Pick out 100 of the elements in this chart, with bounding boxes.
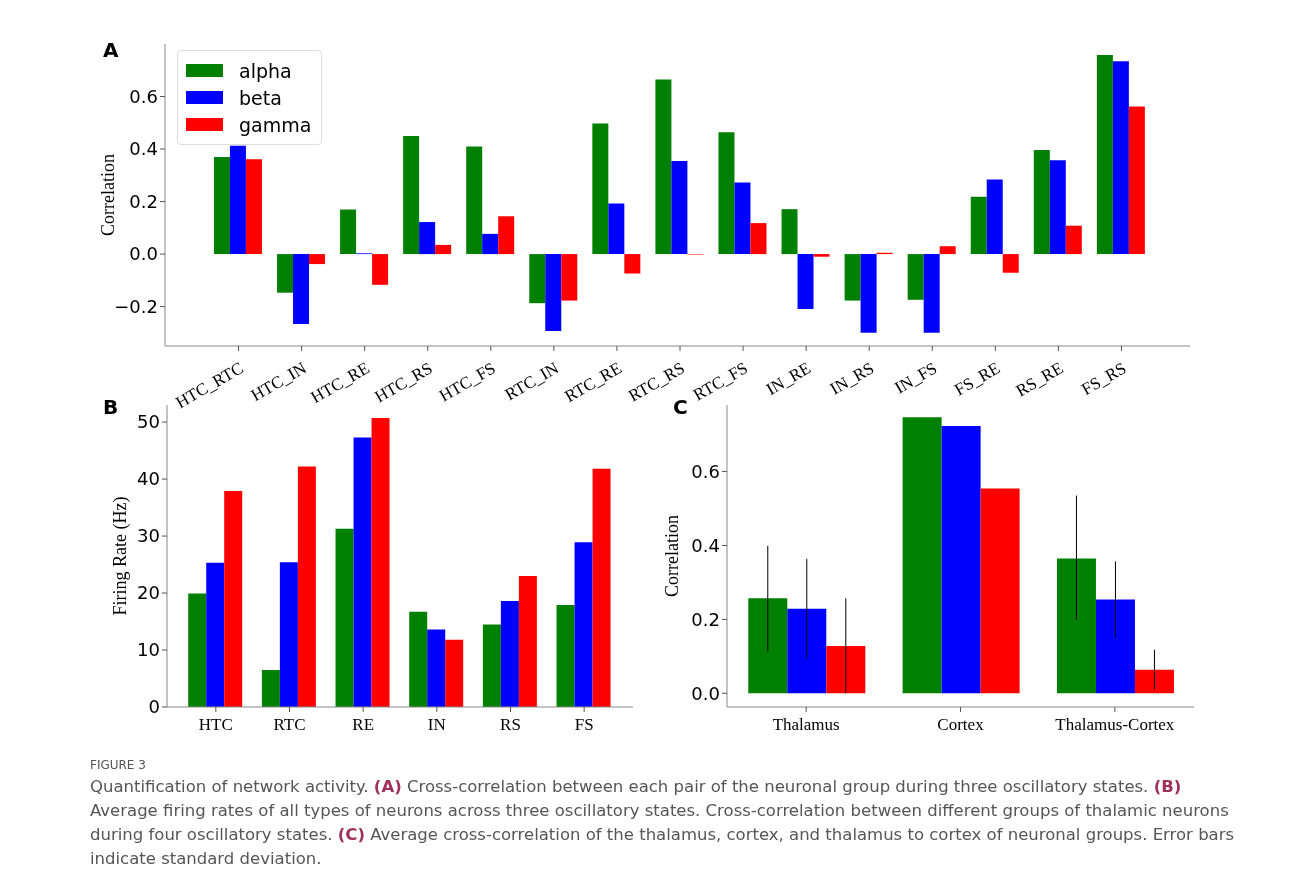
x-tick-label: RS (500, 715, 521, 734)
x-tick-label: Thalamus-Cortex (1055, 715, 1175, 734)
x-tick-label: IN (427, 715, 446, 734)
bar (718, 132, 735, 255)
bar (1049, 160, 1066, 255)
bar (844, 254, 861, 301)
y-tick-label: 50 (137, 411, 160, 433)
bar (340, 209, 357, 255)
bar (498, 216, 515, 255)
bar (1065, 225, 1082, 255)
bar (1112, 61, 1129, 255)
bar (293, 254, 309, 324)
bar (261, 669, 280, 707)
bar (561, 254, 578, 301)
legend-label: gamma (239, 113, 312, 136)
bar (860, 254, 877, 333)
legend-label: alpha (239, 59, 292, 82)
y-tick-label: 0.2 (691, 608, 720, 630)
y-tick-label: 20 (137, 582, 160, 604)
bar (188, 593, 207, 707)
bar (529, 254, 546, 304)
y-tick-label: 0.0 (691, 682, 720, 704)
bar (797, 254, 814, 309)
bar (224, 491, 243, 707)
bar (734, 182, 751, 255)
bar (671, 161, 688, 255)
bar (939, 246, 956, 255)
bar (980, 488, 1020, 694)
y-tick-label: −0.2 (114, 296, 158, 317)
bar (592, 468, 611, 707)
bar (923, 254, 940, 333)
y-tick-label: 0.6 (691, 460, 720, 482)
bar (500, 601, 519, 707)
bar (435, 244, 452, 255)
bar (941, 426, 981, 694)
y-tick-label: 0.2 (129, 190, 158, 212)
bar (907, 254, 924, 300)
bar (279, 562, 298, 707)
bar (655, 79, 672, 255)
bar (787, 608, 827, 694)
bar (353, 437, 372, 707)
bar (206, 562, 225, 707)
y-tick-label: 0.0 (129, 243, 158, 265)
bar (592, 123, 609, 255)
bar (245, 159, 262, 255)
bar (608, 203, 625, 255)
x-tick-label: Cortex (937, 715, 985, 734)
bar (750, 223, 767, 255)
y-axis-title: Correlation (98, 154, 118, 236)
bar (518, 575, 537, 707)
bar (970, 196, 987, 255)
bar (1134, 669, 1174, 694)
bar (213, 156, 230, 255)
bar (986, 179, 1003, 255)
y-axis-title: Correlation (662, 514, 682, 599)
bar (826, 646, 866, 694)
bar (781, 209, 798, 255)
bar (466, 146, 483, 255)
bar (1002, 254, 1019, 273)
bar (409, 611, 428, 707)
bar (445, 639, 464, 707)
x-tick-label: HTC (198, 715, 233, 734)
bar (482, 624, 501, 707)
bar (545, 254, 562, 332)
bar (229, 145, 246, 255)
caption: FIGURE 3 (90, 758, 147, 772)
x-tick-label: FS (574, 715, 594, 734)
bar (297, 466, 316, 707)
legend-label: beta (239, 86, 282, 109)
y-tick-label: 30 (137, 525, 160, 547)
bar (902, 417, 942, 694)
bar (574, 542, 593, 707)
x-tick-label: Thalamus (772, 715, 840, 734)
bar (335, 528, 354, 707)
y-tick-label: 0.4 (691, 534, 720, 556)
bar (1033, 150, 1050, 255)
bar (482, 233, 499, 255)
bar (1096, 55, 1113, 255)
x-tick-label: RE (352, 715, 375, 734)
bar (309, 254, 325, 265)
chart-title: C (673, 395, 688, 419)
chart-title: B (103, 395, 119, 419)
bar (277, 254, 293, 293)
y-tick-label: 40 (137, 468, 160, 490)
bar (1056, 558, 1096, 694)
y-tick-label: 0 (148, 696, 160, 718)
y-axis-title: Firing Rate (Hz) (110, 495, 130, 618)
text: Quantification of network activity. (A) Cross-correlation between each pair of the neuronal group during three oscillatory states. (B) Average firing rates of all types of neurons across three oscillatory states. Cross-correlation between different groups of thalamic neurons during four oscillatory states. (C) Average cross-correlation of the thalamus, cortex, and thalamus to cortex of neuronal groups. Error bars indicate standard deviation. (90, 777, 1235, 868)
x-tick-label: RTC (273, 715, 306, 734)
bar (1128, 106, 1145, 255)
bar (372, 254, 389, 285)
bar (1095, 599, 1135, 694)
y-tick-label: 0.6 (129, 85, 158, 107)
bar (371, 418, 390, 707)
bar (427, 629, 446, 707)
chart-title: A (103, 38, 119, 62)
bar (748, 598, 788, 694)
bar (813, 254, 830, 257)
bar (556, 605, 575, 707)
bar (403, 135, 420, 255)
